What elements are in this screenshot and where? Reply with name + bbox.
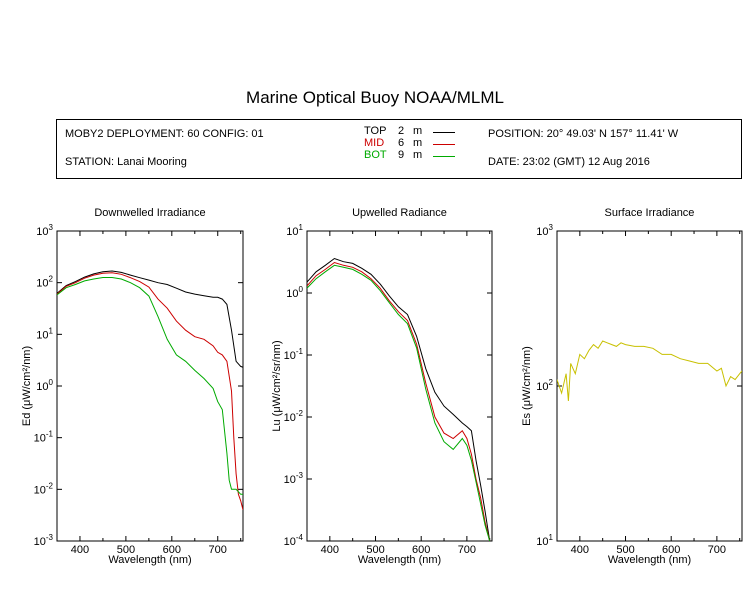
y-tick-label: 101 [286,223,303,238]
x-axis-label: Wavelength (nm) [358,554,441,566]
position-text: POSITION: 20° 49.03' N 157° 11.41' W [488,128,679,140]
date-text: DATE: 23:02 (GMT) 12 Aug 2016 [488,156,650,168]
y-tick-label: 10-2 [34,481,54,496]
legend-name: MID [364,137,385,149]
plot-frame [556,230,743,542]
y-tick-label: 10-1 [284,347,304,362]
series-line-es [557,340,742,402]
x-tick-label: 600 [662,544,680,556]
chart-panel-2: Upwelled Radiance 400 500 600 700 10-4 10-3 10-… [271,207,493,566]
page-title: Marine Optical Buoy NOAA/MLML [246,88,504,107]
x-tick-label: 600 [412,544,430,556]
legend-name: BOT [364,149,387,161]
y-tick-label: 101 [36,326,53,341]
series-line-bot [57,277,243,495]
x-axis-label: Wavelength (nm) [108,554,191,566]
y-tick-label: 100 [286,285,303,300]
y-tick-label: 10-2 [284,409,304,424]
legend-line-swatch [433,144,455,145]
x-axis-label: Wavelength (nm) [608,554,691,566]
chart-title: Downwelled Irradiance [94,207,205,219]
series-line-mid [307,261,491,541]
x-tick-label: 700 [708,544,726,556]
x-tick-label: 400 [321,544,339,556]
y-tick-label: 101 [536,533,553,548]
legend-depth: 9 [398,149,405,161]
x-tick-label: 400 [71,544,89,556]
legend-name: TOP [364,125,387,137]
info-box: MOBY2 DEPLOYMENT: 60 CONFIG: 01 STATION:… [56,119,742,179]
x-tick-label: 500 [616,544,634,556]
legend-unit: m [413,137,423,149]
y-tick-label: 10-3 [34,533,54,548]
y-tick-label: 102 [536,378,553,393]
legend-depth: 2 [398,125,405,137]
series-line-mid [57,272,243,511]
series-line-top [307,257,491,541]
y-tick-label: 103 [36,223,53,238]
station-text: STATION: Lanai Mooring [65,156,187,168]
x-tick-label: 700 [458,544,476,556]
legend-depth: 6 [398,137,405,149]
y-tick-label: 103 [536,223,553,238]
x-tick-label: 600 [163,544,181,556]
y-axis-label: Lu (μW/cm²/sr/nm) [271,340,283,431]
plot-frame [306,230,493,542]
y-tick-label: 10-4 [284,533,304,548]
y-tick-label: 10-3 [284,471,304,486]
x-tick-label: 400 [571,544,589,556]
x-tick-label: 500 [117,544,135,556]
x-tick-label: 500 [366,544,384,556]
chart-title: Upwelled Radiance [352,207,447,219]
chart-title: Surface Irradiance [605,207,695,219]
legend-line-swatch [433,156,455,157]
deployment-text: MOBY2 DEPLOYMENT: 60 CONFIG: 01 [65,128,264,140]
legend-line-swatch [433,132,455,133]
series-line-top [57,270,243,368]
chart-panel-1: Downwelled Irradiance 400 500 600 700 10-3 10-… [21,207,244,566]
series-line-bot [307,264,491,541]
y-tick-label: 100 [36,378,53,393]
x-tick-label: 700 [209,544,227,556]
y-tick-label: 10-1 [34,430,54,445]
chart-panel-3: Surface Irradiance 400 500 600 700 101 102 103 W… [521,207,743,566]
legend-unit: m [413,125,423,137]
y-axis-label: Ed (μW/cm²/nm) [21,346,33,426]
legend-unit: m [413,149,423,161]
y-tick-label: 102 [36,275,53,290]
y-axis-label: Es (μW/cm²/nm) [521,346,533,426]
